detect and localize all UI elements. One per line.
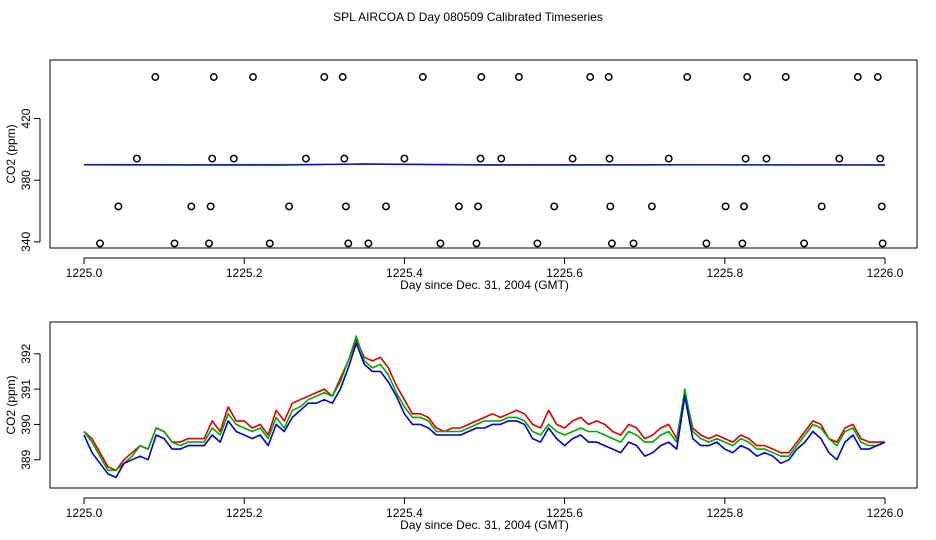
data-point: [647, 202, 656, 211]
x-tick-label: 1225.0: [66, 266, 103, 280]
x-tick-label: 1225.8: [706, 506, 743, 520]
data-point: [533, 239, 542, 248]
y-tick-label: 420: [19, 108, 33, 128]
data-point: [878, 239, 887, 248]
data-point: [606, 202, 615, 211]
data-point: [249, 73, 257, 81]
data-point: [285, 202, 294, 211]
data-point: [96, 239, 104, 248]
y-axis-label: CO2 (ppm): [4, 124, 18, 183]
data-point: [683, 73, 692, 81]
data-point: [853, 73, 862, 81]
data-point: [876, 154, 885, 163]
data-point: [209, 73, 218, 81]
data-point: [740, 202, 748, 211]
x-axis-label: Day since Dec. 31, 2004 (GMT): [400, 278, 569, 292]
data-point: [208, 154, 217, 163]
data-point: [364, 239, 373, 248]
data-point: [170, 239, 179, 248]
data-point: [187, 202, 196, 211]
bottom-panel-line-chart: 1225.0 1225.2 1225.4 1225.6 1225.8 1226.0 Day …: [4, 321, 918, 532]
plot-frame: [49, 321, 918, 489]
data-point: [702, 239, 711, 248]
data-point: [835, 154, 844, 163]
data-point: [604, 73, 613, 81]
x-tick-label: 1226.0: [867, 506, 904, 520]
data-point: [206, 202, 215, 211]
y-tick-label: 391: [19, 379, 33, 399]
y-axis-label: CO2 (ppm): [4, 375, 18, 434]
data-point: [550, 202, 559, 211]
data-point: [341, 202, 350, 211]
top-panel-scatter-chart: 1225.0 1225.2 1225.4 1225.6 1225.8 1226.0 Day …: [4, 59, 918, 292]
data-point: [400, 154, 409, 163]
data-point: [738, 239, 747, 248]
data-point: [817, 202, 826, 211]
data-point: [800, 239, 809, 248]
series-line-green: [83, 335, 886, 472]
data-point: [340, 154, 349, 163]
x-tick-label: 1225.8: [706, 266, 743, 280]
x-tick-label: 1225.6: [546, 266, 583, 280]
data-point: [474, 202, 483, 211]
data-point: [229, 154, 238, 163]
data-point: [338, 73, 347, 81]
data-point: [741, 154, 750, 163]
data-point: [436, 239, 445, 248]
data-point: [781, 73, 790, 81]
data-point: [605, 154, 614, 163]
x-tick-label: 1225.6: [546, 506, 583, 520]
data-point: [607, 239, 616, 248]
y-tick-label: 390: [19, 414, 33, 434]
data-point: [205, 239, 213, 248]
series-line-blue: [83, 342, 886, 479]
data-point: [472, 239, 481, 248]
data-point: [664, 154, 673, 163]
y-tick-label: 389: [19, 449, 33, 469]
data-point: [151, 73, 160, 81]
data-point: [344, 239, 353, 248]
data-point: [721, 202, 730, 211]
data-point: [454, 202, 463, 211]
data-point: [514, 73, 523, 81]
x-tick-label: 1225.4: [386, 266, 423, 280]
x-tick-label: 1225.2: [226, 266, 263, 280]
page-title: SPL AIRCOA D Day 080509 Calibrated Times…: [333, 10, 603, 24]
x-tick-label: 1225.0: [66, 506, 103, 520]
data-point: [265, 239, 274, 248]
y-tick-label: 340: [19, 232, 33, 252]
data-point: [477, 73, 486, 81]
x-tick-label: 1225.4: [386, 506, 423, 520]
data-point: [873, 73, 882, 81]
data-point: [743, 73, 752, 81]
data-point: [568, 154, 577, 163]
data-point: [418, 73, 427, 81]
x-tick-label: 1226.0: [867, 266, 904, 280]
data-point: [877, 202, 886, 211]
data-point: [476, 154, 485, 163]
data-point: [114, 202, 123, 211]
data-point: [132, 154, 141, 163]
data-point: [301, 154, 310, 163]
data-point: [382, 202, 390, 211]
x-axis-label: Day since Dec. 31, 2004 (GMT): [400, 518, 569, 532]
data-point: [762, 154, 771, 163]
series-line-red: [83, 338, 885, 472]
data-point: [497, 154, 506, 163]
x-tick-label: 1225.2: [226, 506, 263, 520]
y-tick-label: 380: [19, 170, 33, 190]
plot-frame: [49, 59, 918, 249]
series-line-blue: [83, 163, 886, 166]
data-point: [586, 73, 595, 81]
data-point: [320, 73, 329, 81]
data-point: [629, 239, 638, 248]
y-tick-label: 392: [19, 343, 33, 363]
